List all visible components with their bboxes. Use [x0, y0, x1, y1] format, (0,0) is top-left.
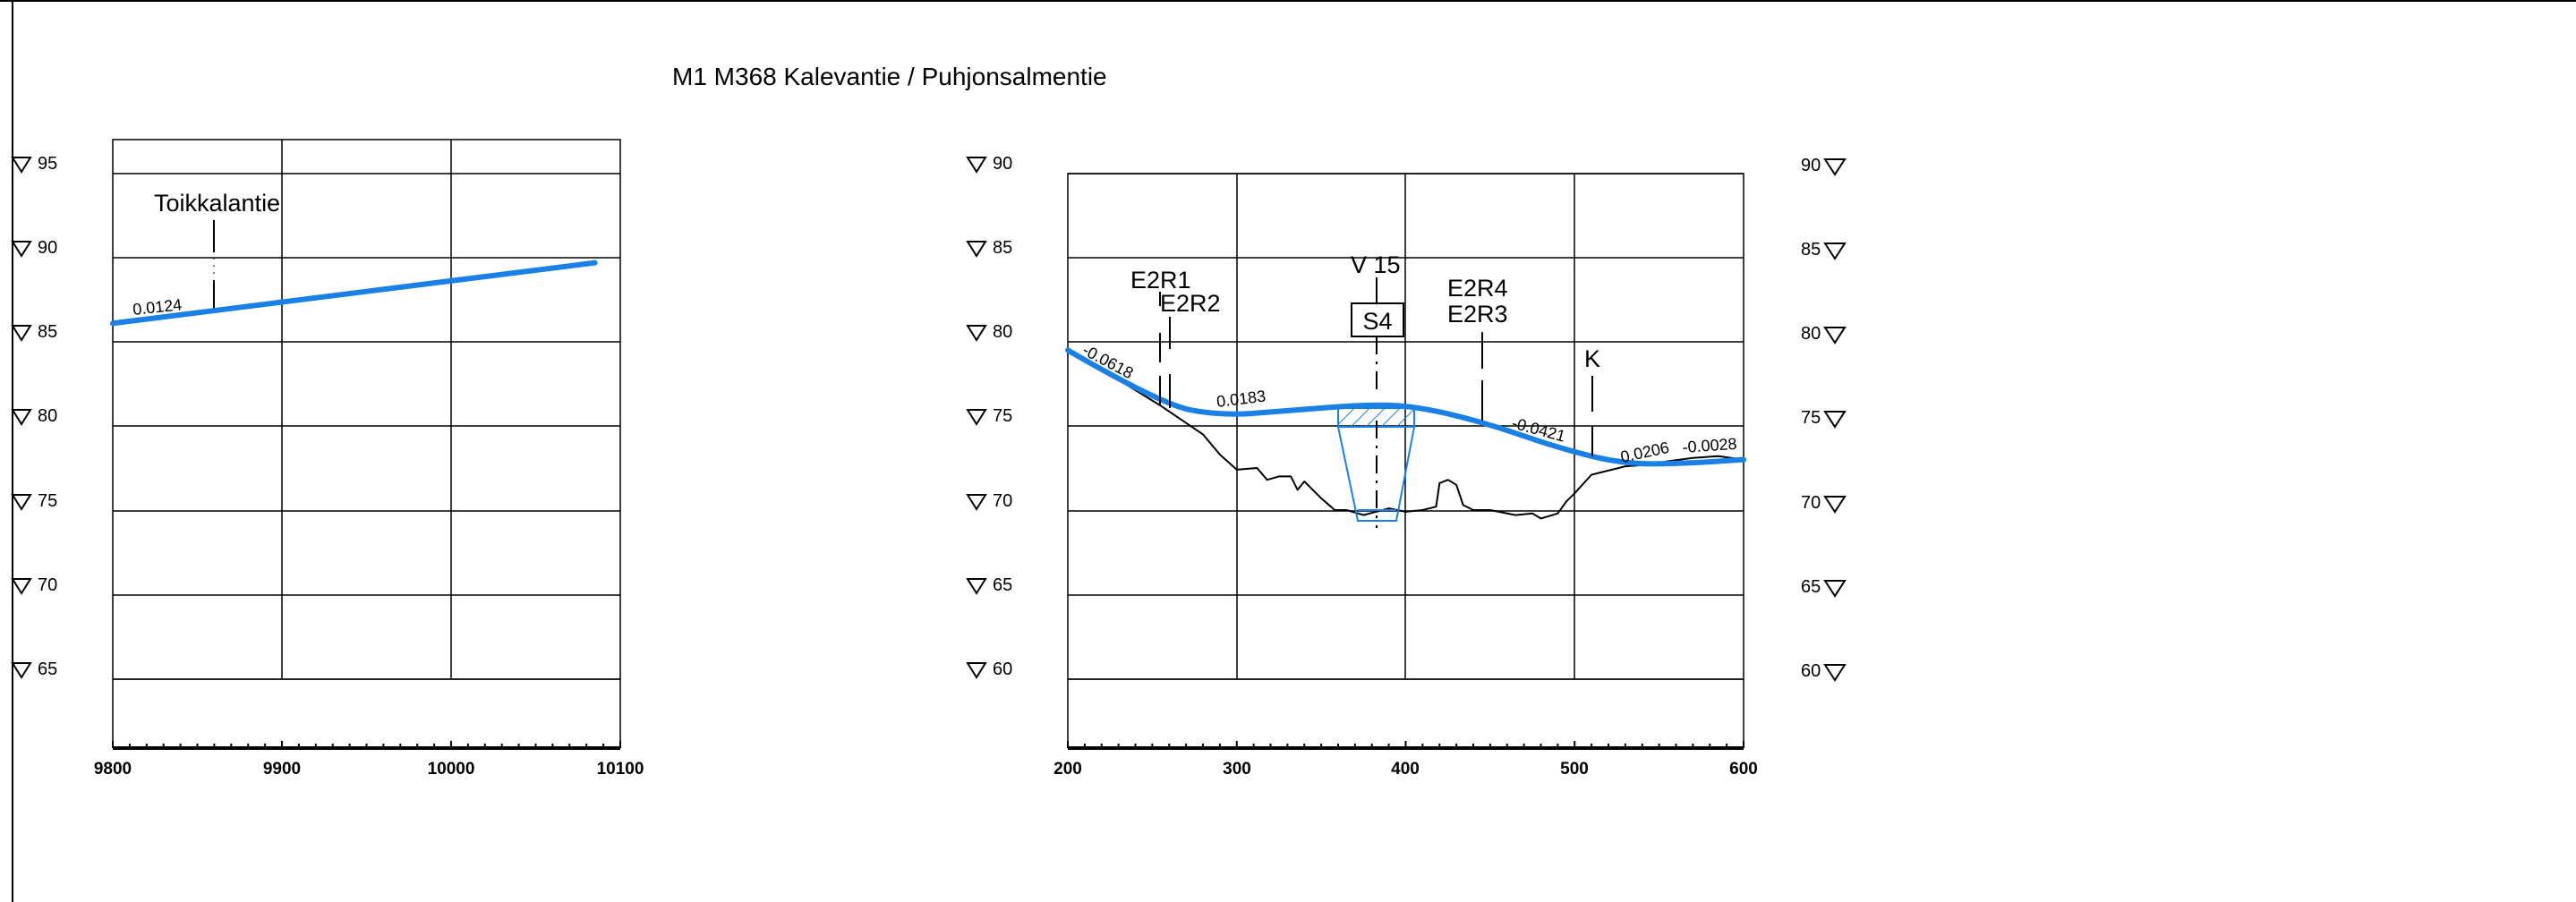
right-ground-line [1067, 347, 1744, 520]
right-design-line [1065, 347, 1746, 467]
left-elevation-label: 90 [38, 238, 57, 258]
structure-id-label: S4 [1362, 308, 1392, 335]
elevation-triangle-icon [11, 578, 32, 595]
right-station-label: 500 [1560, 760, 1589, 779]
right-elevation-marker-left: 75 [966, 406, 1012, 426]
left-profile: 9800 9900 10000 10100 95 90 85 80 75 70 [11, 139, 644, 779]
slope-label: -0.0028 [1682, 435, 1737, 456]
left-profile-grid [112, 139, 621, 748]
elevation-triangle-icon [11, 325, 32, 342]
elevation-triangle-icon [966, 409, 987, 426]
right-station-label: 300 [1223, 760, 1251, 779]
left-elevation-marker: 75 [11, 491, 57, 511]
right-elevation-label: 80 [993, 322, 1012, 342]
right-elevation-label: 70 [993, 491, 1012, 511]
left-station-label: 10000 [428, 760, 475, 779]
right-elevation-marker-left: 65 [966, 575, 1012, 595]
elevation-triangle-icon [1823, 411, 1847, 429]
marker-label-k: K [1584, 345, 1600, 372]
marker-label-v15: V 15 [1351, 251, 1401, 278]
right-station-label: 400 [1391, 760, 1420, 779]
right-elevation-label: 75 [993, 406, 1012, 426]
left-station-label: 9900 [263, 760, 301, 779]
right-elevation-marker-left: 85 [966, 238, 1012, 258]
left-station-label: 9800 [94, 760, 132, 779]
elevation-triangle-icon [11, 494, 32, 511]
drawing-title: M1 M368 Kalevantie / Puhjonsalmentie [672, 63, 1107, 90]
left-elevation-label: 75 [38, 491, 57, 511]
right-elevation-marker-right: 80 [1801, 324, 1847, 345]
elevation-triangle-icon [1823, 327, 1847, 345]
right-elevation-label: 65 [1801, 577, 1821, 597]
slope-label: 0.0183 [1215, 387, 1267, 411]
right-elevation-marker-left: 70 [966, 491, 1012, 511]
elevation-triangle-icon [966, 494, 987, 511]
marker-label-e2r3: E2R3 [1447, 301, 1508, 328]
right-elevation-marker-right: 85 [1801, 240, 1847, 260]
left-elevation-marker: 95 [11, 154, 57, 174]
right-elevation-marker-right: 70 [1801, 493, 1847, 514]
right-elevation-label: 65 [993, 575, 1012, 595]
right-elevation-label: 90 [993, 154, 1012, 174]
right-elevation-label: 75 [1801, 408, 1821, 428]
right-elevation-label: 90 [1801, 156, 1821, 175]
elevation-triangle-icon [966, 325, 987, 342]
left-elevation-label: 70 [38, 575, 57, 595]
left-elevation-marker: 90 [11, 238, 57, 258]
elevation-triangle-icon [1823, 580, 1847, 598]
left-elevation-marker: 85 [11, 322, 57, 342]
left-station-label: 10100 [597, 760, 644, 779]
right-elevation-label: 85 [1801, 240, 1821, 260]
left-design-line [110, 260, 598, 327]
left-elevation-label: 65 [38, 659, 57, 679]
marker-label-e2r1: E2R1 [1130, 267, 1191, 294]
elevation-triangle-icon [11, 241, 32, 258]
right-station-ruler [1067, 741, 1744, 750]
right-elevation-label: 70 [1801, 493, 1821, 513]
left-elevation-marker: 70 [11, 575, 57, 595]
marker-label-e2r4: E2R4 [1447, 275, 1508, 302]
right-elevation-marker-right: 90 [1801, 156, 1847, 176]
right-elevation-label: 60 [1801, 661, 1821, 681]
elevation-triangle-icon [966, 662, 987, 679]
elevation-triangle-icon [966, 157, 987, 174]
elevation-triangle-icon [1823, 243, 1847, 260]
elevation-triangle-icon [11, 409, 32, 426]
elevation-triangle-icon [966, 578, 987, 595]
right-elevation-marker-left: 80 [966, 322, 1012, 342]
marker-label-e2r2: E2R2 [1160, 290, 1221, 317]
left-road-label: Toikkalantie [154, 190, 280, 217]
right-elevation-label: 85 [993, 238, 1012, 258]
elevation-triangle-icon [1823, 158, 1847, 176]
left-elevation-marker: 80 [11, 406, 57, 426]
left-grid-frame [112, 139, 621, 680]
left-elevation-label: 95 [38, 154, 57, 174]
left-elevation-label: 85 [38, 322, 57, 342]
right-elevation-marker-left: 60 [966, 659, 1012, 679]
structure-opening [1337, 426, 1415, 522]
left-elevation-marker: 65 [11, 659, 57, 679]
right-elevation-marker-right: 60 [1801, 661, 1847, 682]
left-station-ruler [112, 741, 621, 750]
right-elevation-marker-right: 65 [1801, 577, 1847, 598]
elevation-triangle-icon [1823, 496, 1847, 514]
left-elevation-label: 80 [38, 406, 57, 426]
right-profile: 200 300 400 500 600 90 85 80 75 70 65 [966, 154, 1847, 779]
right-elevation-marker-left: 90 [966, 154, 1012, 174]
right-elevation-marker-right: 75 [1801, 408, 1847, 429]
right-elevation-label: 80 [1801, 324, 1821, 344]
right-station-label: 600 [1729, 760, 1758, 779]
elevation-triangle-icon [11, 157, 32, 174]
elevation-triangle-icon [966, 241, 987, 258]
elevation-triangle-icon [11, 662, 32, 679]
right-elevation-label: 60 [993, 659, 1012, 679]
right-station-label: 200 [1053, 760, 1082, 779]
elevation-triangle-icon [1823, 664, 1847, 682]
